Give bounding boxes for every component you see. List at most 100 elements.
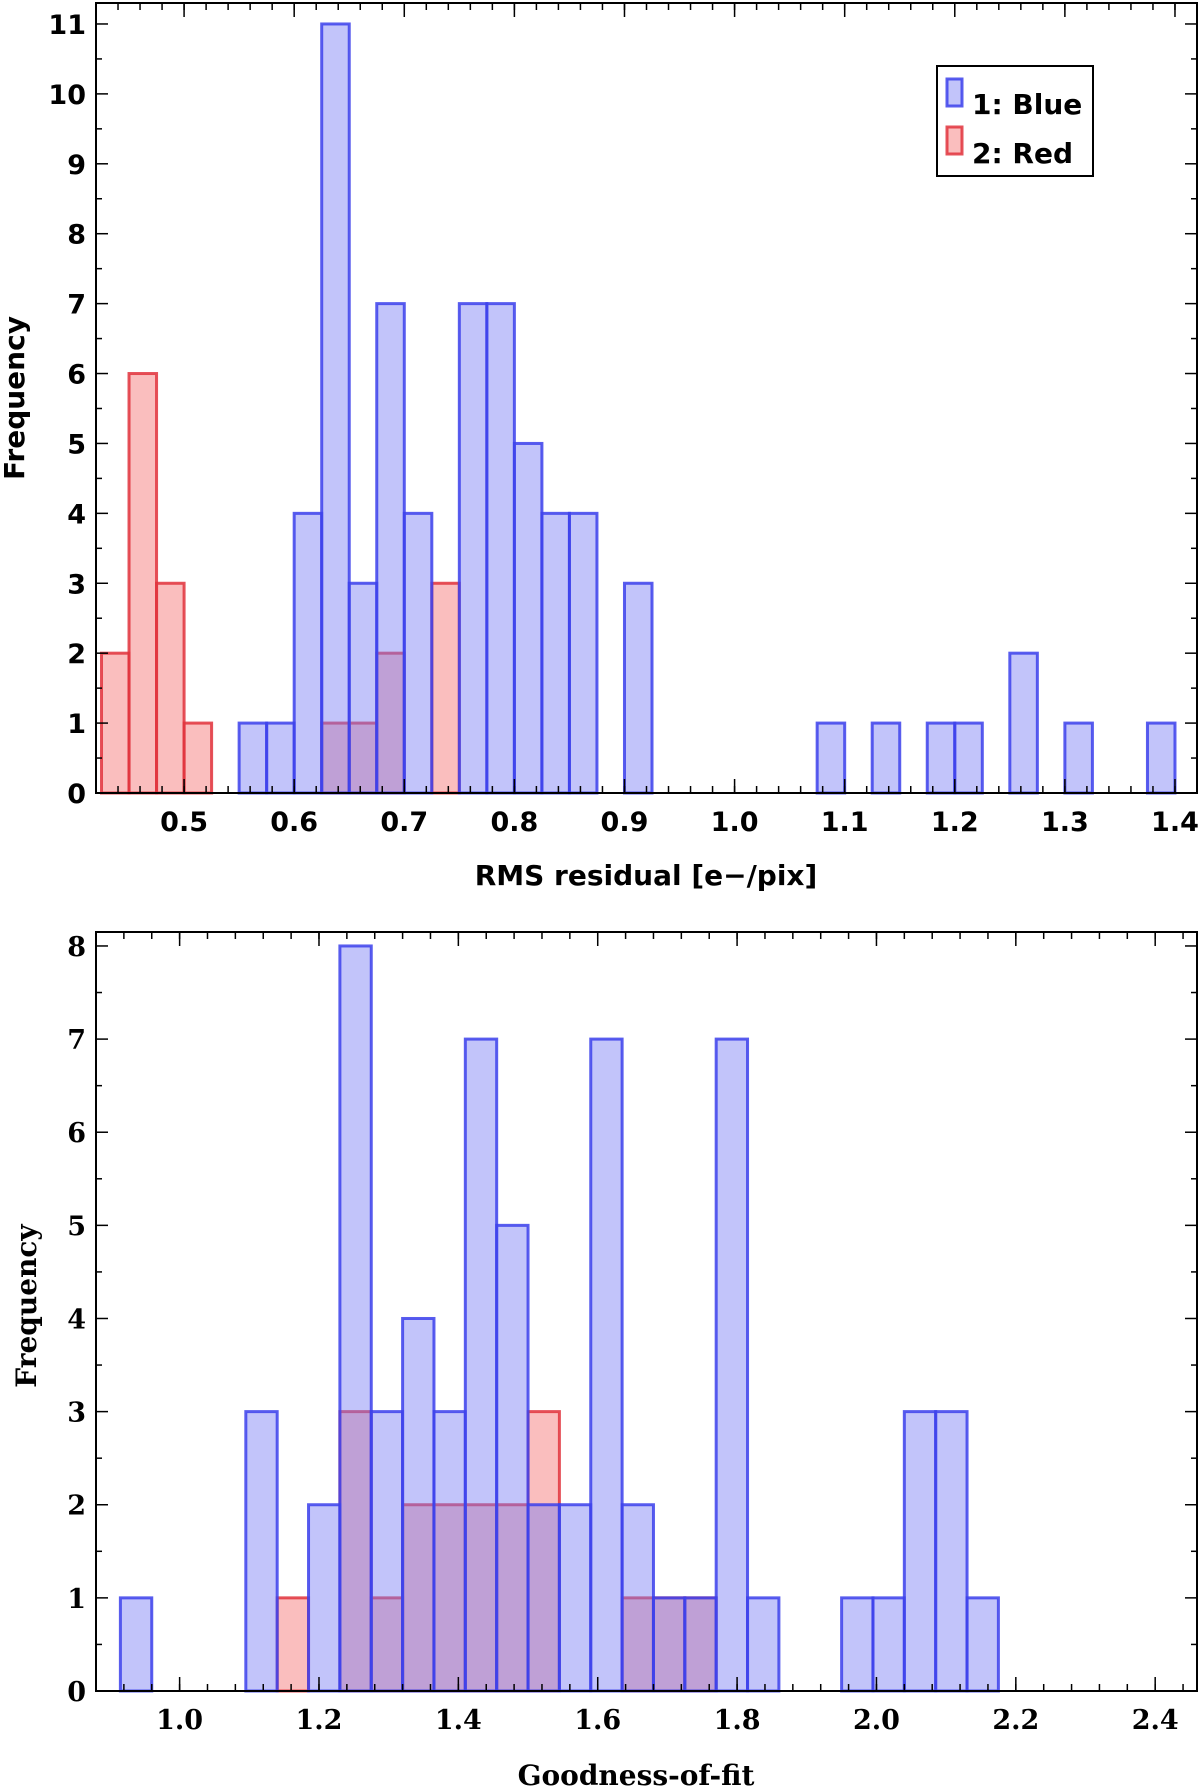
gof-ytick-label-7: 7 bbox=[67, 1025, 86, 1056]
gof-blue-bar-0 bbox=[118, 1596, 154, 1693]
rms-xtick-label-3: 0.8 bbox=[490, 807, 538, 838]
rms-ytick-label-5: 5 bbox=[67, 429, 86, 460]
gof-blue-bar-5 bbox=[401, 1316, 436, 1693]
rms-axis-ticks bbox=[95, 3, 1198, 794]
rms-residual-histogram: 0 1 2 3 4 5 6 7 8 9 10 11 0.5 0.6 0.7 0.8 0.9 1.0 1.1 1.2 1.… bbox=[0, 2, 1199, 892]
rms-ytick-label-3: 3 bbox=[67, 569, 86, 600]
gof-blue-bar-1 bbox=[244, 1410, 279, 1693]
gof-ytick-label-8: 8 bbox=[67, 932, 86, 963]
rms-blue-bar-18 bbox=[1063, 721, 1094, 795]
rms-red-bar-7 bbox=[430, 581, 461, 795]
gof-ytick-label-2: 2 bbox=[67, 1491, 86, 1522]
gof-blue-bar-8 bbox=[495, 1223, 530, 1693]
gof-ytick-label-6: 6 bbox=[67, 1118, 86, 1149]
rms-blue-bar-12 bbox=[622, 581, 654, 795]
rms-red-bar-2 bbox=[155, 581, 186, 795]
gof-ytick-label-1: 1 bbox=[67, 1584, 86, 1615]
rms-red-bar-1 bbox=[127, 372, 159, 795]
rms-ytick-label-10: 10 bbox=[48, 80, 86, 111]
rms-xtick-label-9: 1.4 bbox=[1151, 807, 1199, 838]
gof-blue-bar-11 bbox=[589, 1037, 624, 1693]
rms-blue-bar-3 bbox=[320, 22, 351, 795]
gof-red-bar-0 bbox=[275, 1596, 311, 1693]
gof-ytick-label-0: 0 bbox=[67, 1677, 86, 1708]
gof-blue-bar-15 bbox=[714, 1037, 750, 1693]
gof-tick-labels: 0 1 2 3 4 5 6 7 8 1.0 1.2 1.4 1.6 1.8 2.0 2.2 2.4 bbox=[67, 932, 1178, 1736]
rms-blue-bar-15 bbox=[925, 721, 957, 795]
rms-ytick-label-4: 4 bbox=[67, 499, 86, 530]
rms-red-bar-3 bbox=[182, 721, 214, 795]
rms-blue-bar-0 bbox=[237, 721, 269, 795]
gof-x-axis-label: Goodness-of-fit bbox=[518, 1759, 755, 1788]
gof-ytick-label-4: 4 bbox=[67, 1304, 86, 1335]
legend-red-label: 2: Red bbox=[972, 137, 1073, 170]
gof-xtick-label-1: 1.2 bbox=[295, 1705, 342, 1736]
rms-blue-bar-7 bbox=[457, 302, 489, 795]
gof-blue-bar-6 bbox=[432, 1410, 467, 1693]
gof-blue-bar-7 bbox=[463, 1037, 499, 1693]
rms-ytick-label-0: 0 bbox=[67, 779, 86, 810]
rms-ytick-label-9: 9 bbox=[67, 150, 86, 181]
rms-blue-bar-16 bbox=[953, 721, 984, 795]
gof-ytick-label-5: 5 bbox=[67, 1211, 86, 1242]
gof-blue-bar-21 bbox=[965, 1596, 1000, 1693]
rms-blue-bar-5 bbox=[375, 302, 406, 795]
gof-xtick-label-0: 1.0 bbox=[156, 1705, 203, 1736]
gof-blue-bar-14 bbox=[683, 1596, 718, 1693]
rms-blue-bar-11 bbox=[567, 511, 599, 795]
goodness-of-fit-histogram: 0 1 2 3 4 5 6 7 8 1.0 1.2 1.4 1.6 1.8 2.0 2.2 2.4 Goodne… bbox=[10, 931, 1198, 1788]
gof-blue-bar-17 bbox=[840, 1596, 875, 1693]
rms-blue-bar-10 bbox=[540, 511, 571, 795]
rms-xtick-label-5: 1.0 bbox=[711, 807, 759, 838]
gof-blue-bars bbox=[118, 944, 1000, 1693]
rms-ytick-label-6: 6 bbox=[67, 360, 86, 391]
gof-blue-bar-2 bbox=[307, 1503, 342, 1693]
gof-blue-bar-10 bbox=[557, 1503, 593, 1693]
rms-ytick-label-7: 7 bbox=[67, 290, 86, 321]
rms-blue-bar-19 bbox=[1145, 721, 1177, 795]
rms-tick-labels: 0 1 2 3 4 5 6 7 8 9 10 11 0.5 0.6 0.7 0.8 0.9 1.0 1.1 1.2 1.… bbox=[48, 10, 1198, 838]
rms-blue-bar-13 bbox=[815, 721, 847, 795]
rms-ytick-label-11: 11 bbox=[48, 10, 86, 41]
legend-blue-label: 1: Blue bbox=[972, 88, 1082, 121]
gof-ytick-label-3: 3 bbox=[67, 1398, 86, 1429]
rms-x-axis-label: RMS residual [e−/pix] bbox=[475, 859, 818, 892]
legend-red-swatch bbox=[945, 125, 964, 156]
gof-blue-bar-16 bbox=[746, 1596, 781, 1693]
gof-blue-bar-20 bbox=[934, 1410, 969, 1693]
rms-blue-bar-8 bbox=[485, 302, 516, 795]
rms-blue-bar-4 bbox=[347, 581, 379, 795]
rms-ytick-label-2: 2 bbox=[67, 639, 86, 670]
rms-xtick-label-8: 1.3 bbox=[1041, 807, 1089, 838]
rms-ytick-label-8: 8 bbox=[67, 220, 86, 251]
rms-xtick-label-7: 1.2 bbox=[931, 807, 979, 838]
gof-xtick-label-2: 1.4 bbox=[435, 1705, 482, 1736]
gof-blue-bar-13 bbox=[651, 1596, 687, 1693]
rms-xtick-label-0: 0.5 bbox=[160, 807, 208, 838]
gof-xtick-label-3: 1.6 bbox=[574, 1705, 621, 1736]
gof-blue-bar-4 bbox=[369, 1410, 405, 1693]
gof-xtick-label-5: 2.0 bbox=[853, 1705, 900, 1736]
gof-plot-frame bbox=[95, 931, 1198, 1692]
gof-red-bars bbox=[275, 1410, 718, 1693]
gof-axis-ticks bbox=[95, 932, 1197, 1692]
rms-blue-bar-14 bbox=[870, 721, 902, 795]
gof-xtick-label-6: 2.2 bbox=[992, 1705, 1039, 1736]
rms-xtick-label-6: 1.1 bbox=[821, 807, 869, 838]
gof-blue-bar-19 bbox=[902, 1410, 938, 1693]
rms-blue-bar-6 bbox=[402, 511, 434, 795]
rms-blue-bars bbox=[237, 22, 1177, 795]
gof-blue-bar-18 bbox=[871, 1596, 906, 1693]
rms-ytick-label-1: 1 bbox=[67, 709, 86, 740]
gof-xtick-label-4: 1.8 bbox=[714, 1705, 761, 1736]
rms-y-axis-label: Frequency bbox=[0, 316, 31, 480]
gof-blue-bar-12 bbox=[620, 1503, 655, 1693]
gof-y-axis-label: Frequency bbox=[10, 1224, 43, 1388]
rms-blue-bar-17 bbox=[1008, 651, 1039, 795]
gof-xtick-label-7: 2.4 bbox=[1132, 1705, 1179, 1736]
rms-blue-bar-2 bbox=[292, 511, 324, 795]
gof-blue-bar-9 bbox=[526, 1503, 561, 1693]
rms-xtick-label-4: 0.9 bbox=[601, 807, 649, 838]
legend-blue-swatch bbox=[945, 77, 964, 108]
